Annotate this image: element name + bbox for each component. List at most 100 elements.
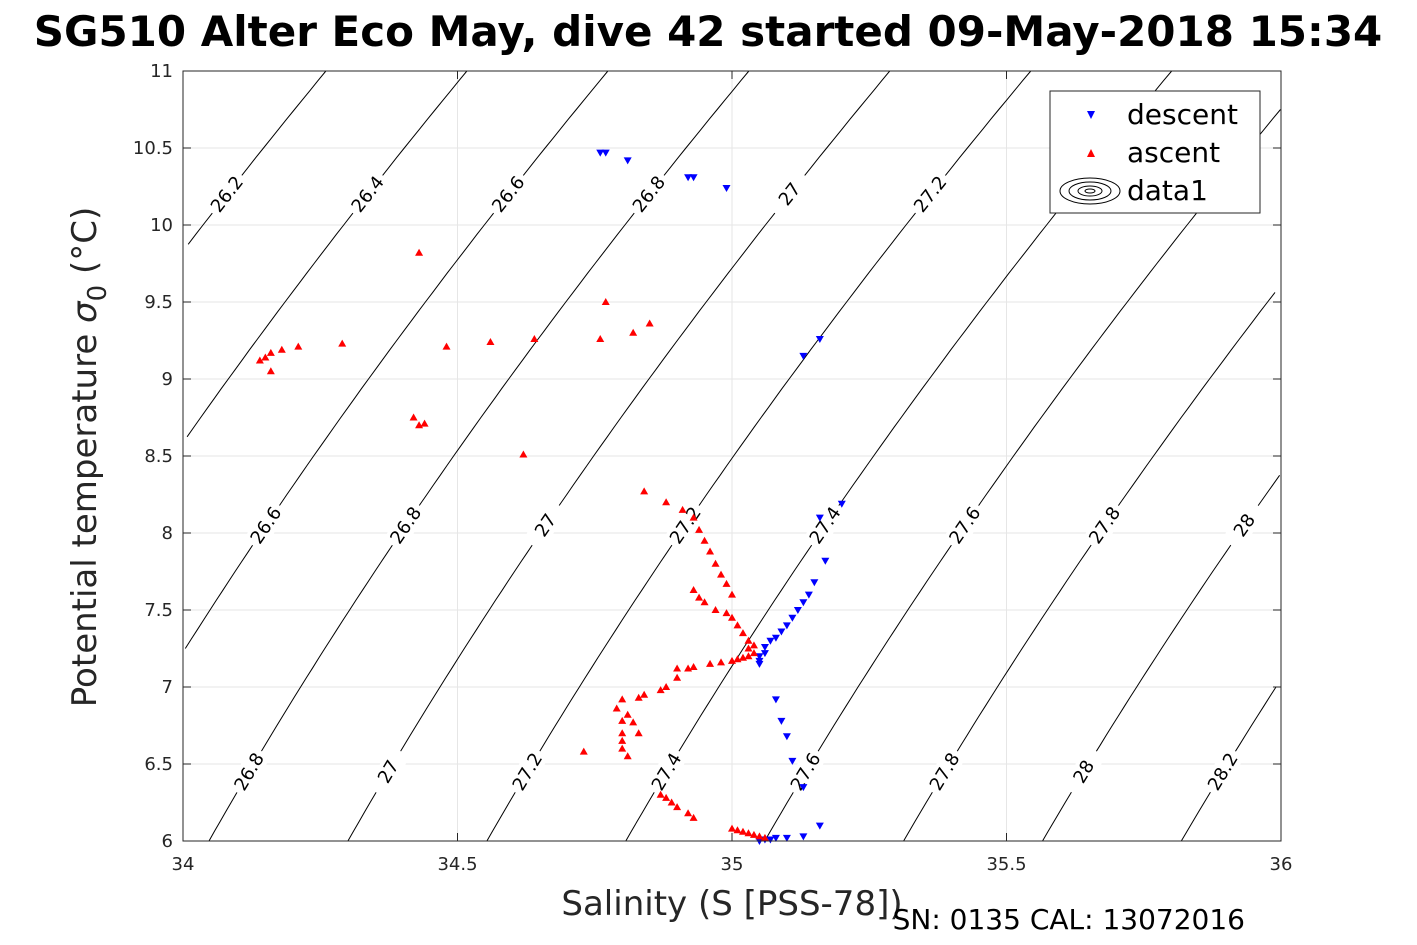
ascent-point bbox=[255, 356, 264, 364]
y-tick-label: 8.5 bbox=[144, 446, 173, 467]
descent-point bbox=[837, 500, 846, 508]
ascent-point bbox=[662, 793, 671, 801]
legend: descent ascent data1 bbox=[1049, 90, 1261, 214]
y-tick-label: 6.5 bbox=[144, 754, 173, 775]
contour-label-bg bbox=[644, 745, 689, 798]
descent-point bbox=[760, 643, 769, 651]
ascent-point bbox=[618, 695, 627, 703]
axis-ticks: 34 34.5 35 35.5 36 6 6.5 7 7.5 8 8.5 9 9.5 10 10.5 11 bbox=[133, 61, 1293, 875]
contour-label-bg bbox=[942, 499, 988, 552]
descent-point bbox=[596, 149, 605, 157]
ascent-point bbox=[415, 248, 424, 256]
ascent-point bbox=[678, 505, 687, 513]
contour-label-bg bbox=[1061, 745, 1106, 798]
contour-label-bg bbox=[1221, 499, 1268, 552]
descent-point bbox=[815, 514, 824, 522]
y-tick-label: 7 bbox=[162, 677, 173, 698]
ascent-point bbox=[629, 328, 638, 336]
ascent-point bbox=[662, 498, 671, 506]
contour-label-bg bbox=[366, 745, 411, 798]
descent-point bbox=[755, 653, 764, 661]
descent-point bbox=[782, 733, 791, 741]
ascent-point bbox=[728, 613, 736, 621]
x-tick-label: 36 bbox=[1270, 854, 1293, 875]
y-tick-label: 9.5 bbox=[144, 292, 173, 313]
descent-point bbox=[684, 174, 693, 182]
descent-point bbox=[782, 834, 791, 842]
contour-label-bg bbox=[662, 499, 709, 552]
ascent-point bbox=[744, 636, 753, 644]
ascent-point bbox=[266, 348, 275, 356]
y-tick-label: 9 bbox=[162, 369, 173, 390]
descent-point bbox=[722, 185, 731, 193]
ascent-point bbox=[442, 342, 451, 350]
data-points bbox=[255, 149, 846, 845]
descent-point bbox=[689, 174, 698, 182]
isopycnal-line bbox=[184, 70, 609, 649]
ascent-point bbox=[409, 413, 418, 421]
ascent-point bbox=[744, 644, 753, 652]
ascent-point bbox=[618, 716, 627, 724]
ascent-point bbox=[684, 809, 693, 817]
descent-point bbox=[799, 784, 808, 792]
y-tick-label: 7.5 bbox=[144, 600, 173, 621]
ascent-point bbox=[623, 752, 632, 760]
contour-label-bg bbox=[802, 499, 848, 552]
y-axis-label: Potential temperature σ0 (°C) bbox=[65, 207, 113, 707]
ascent-point bbox=[266, 367, 275, 375]
ascent-point bbox=[530, 334, 539, 342]
ascent-point bbox=[689, 662, 698, 670]
ascent-point bbox=[618, 729, 627, 737]
ascent-point bbox=[689, 513, 698, 521]
ascent-point bbox=[733, 655, 742, 663]
ascent-point bbox=[728, 824, 736, 832]
ascent-point bbox=[596, 334, 605, 342]
ascent-point bbox=[623, 710, 632, 718]
contour-label-bg bbox=[522, 499, 569, 552]
x-tick-label: 35 bbox=[721, 854, 744, 875]
ascent-point bbox=[656, 790, 665, 798]
ascent-point bbox=[755, 832, 764, 840]
ascent-point bbox=[618, 744, 627, 752]
ascent-point bbox=[673, 673, 682, 681]
contour-label-bg bbox=[783, 745, 828, 798]
y-tick-label: 8 bbox=[162, 523, 173, 544]
descent-point bbox=[799, 599, 808, 607]
ascent-point bbox=[760, 833, 769, 841]
descent-point bbox=[815, 822, 824, 830]
legend-descent-label: descent bbox=[1127, 98, 1238, 131]
ascent-point bbox=[738, 629, 747, 637]
x-tick-label: 34.5 bbox=[437, 854, 477, 875]
isopycnal-line bbox=[187, 70, 327, 245]
ascent-point bbox=[689, 585, 698, 593]
contour-label-bg bbox=[227, 745, 271, 798]
contour-label-bg bbox=[922, 745, 967, 798]
ascent-point bbox=[717, 570, 726, 578]
legend-ascent-label: ascent bbox=[1127, 136, 1220, 169]
ascent-point bbox=[667, 798, 676, 806]
descent-point bbox=[788, 614, 797, 622]
descent-point bbox=[771, 634, 780, 642]
descent-point bbox=[623, 157, 632, 165]
contour-label-bg bbox=[906, 168, 954, 220]
descent-point bbox=[799, 833, 808, 841]
ascent-point bbox=[645, 319, 654, 327]
ascent-point bbox=[733, 621, 742, 629]
ascent-point bbox=[700, 536, 709, 544]
isopycnal-line bbox=[186, 70, 468, 438]
ascent-point bbox=[749, 830, 758, 838]
ascent-point bbox=[277, 345, 286, 353]
ascent-point bbox=[579, 747, 588, 755]
y-tick-label: 10.5 bbox=[133, 138, 173, 159]
ascent-point bbox=[640, 690, 649, 698]
descent-point bbox=[777, 628, 786, 636]
contour-label-bg bbox=[766, 168, 814, 220]
ascent-point bbox=[656, 686, 665, 694]
descent-point bbox=[821, 557, 830, 565]
ascent-point bbox=[744, 829, 753, 837]
descent-point bbox=[766, 637, 775, 645]
legend-box bbox=[1049, 90, 1261, 214]
ascent-point bbox=[673, 803, 682, 811]
ascent-point bbox=[640, 487, 649, 495]
legend-contour-icon bbox=[1059, 177, 1121, 205]
